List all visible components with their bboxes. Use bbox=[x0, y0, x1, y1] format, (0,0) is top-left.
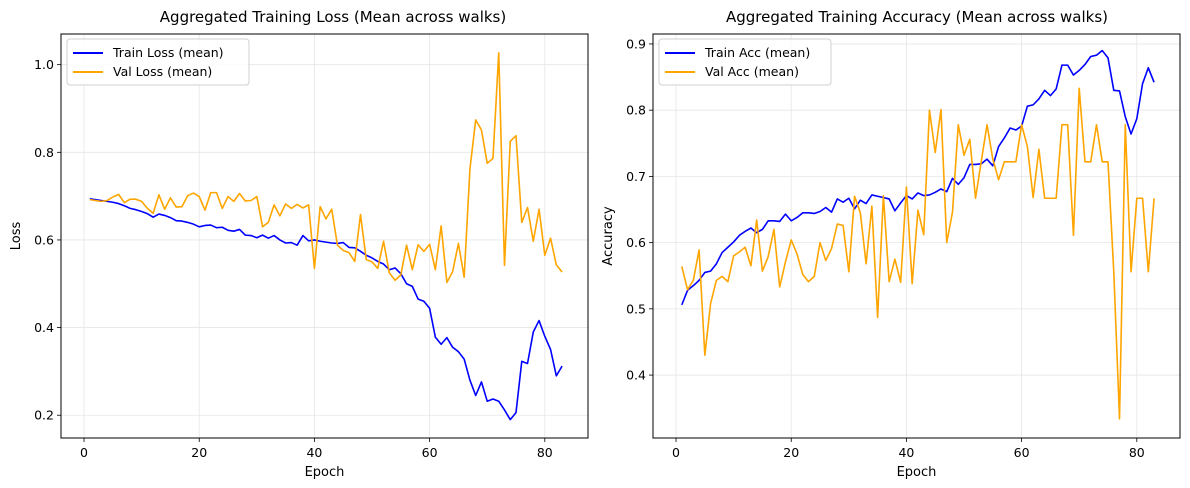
accuracy-ytick-label: 0.9 bbox=[626, 36, 646, 51]
loss-chart-title: Aggregated Training Loss (Mean across wa… bbox=[160, 8, 506, 26]
loss-ytick-label: 0.2 bbox=[34, 408, 54, 423]
accuracy-xtick-label: 40 bbox=[898, 445, 914, 460]
loss-xtick-label: 0 bbox=[80, 445, 88, 460]
accuracy-xtick-label: 60 bbox=[1014, 445, 1030, 460]
accuracy-ytick-label: 0.7 bbox=[626, 169, 646, 184]
accuracy-legend-label-val: Val Acc (mean) bbox=[705, 64, 799, 79]
accuracy-ytick-label: 0.8 bbox=[626, 103, 646, 118]
loss-xtick-label: 80 bbox=[537, 445, 553, 460]
loss-legend-box bbox=[66, 38, 250, 86]
loss-ytick-label: 1.0 bbox=[34, 57, 54, 72]
accuracy-chart-ticks: 0 20 40 60 80 0.4 0.5 0.6 0.7 0.8 0.9 bbox=[626, 36, 1145, 460]
accuracy-legend-box bbox=[658, 38, 832, 86]
loss-ytick-label: 0.4 bbox=[34, 320, 54, 335]
loss-chart-axes-frame bbox=[60, 33, 589, 439]
accuracy-ytick-label: 0.5 bbox=[626, 301, 646, 316]
loss-chart-ticks: 0 20 40 60 80 0.2 0.4 0.6 0.8 1.0 bbox=[34, 57, 553, 460]
loss-legend-label-train: Train Loss (mean) bbox=[112, 45, 224, 60]
accuracy-chart-legend: Train Acc (mean) Val Acc (mean) bbox=[658, 38, 832, 86]
accuracy-chart-lines bbox=[681, 49, 1155, 420]
accuracy-series-line-train bbox=[681, 49, 1155, 306]
accuracy-chart-grid bbox=[653, 34, 1180, 438]
accuracy-xtick-label: 0 bbox=[672, 445, 680, 460]
accuracy-chart-title: Aggregated Training Accuracy (Mean acros… bbox=[726, 8, 1108, 26]
loss-ytick-label: 0.8 bbox=[34, 145, 54, 160]
accuracy-legend-label-train: Train Acc (mean) bbox=[704, 45, 810, 60]
loss-chart-ylabel: Loss bbox=[9, 222, 24, 251]
loss-series-line-val bbox=[89, 52, 563, 284]
loss-xtick-label: 20 bbox=[191, 445, 207, 460]
loss-chart-panel: Aggregated Training Loss (Mean across wa… bbox=[9, 8, 589, 480]
loss-xtick-label: 60 bbox=[422, 445, 438, 460]
loss-chart-xlabel: Epoch bbox=[305, 465, 345, 480]
loss-series-line-train bbox=[89, 197, 563, 421]
loss-xtick-label: 40 bbox=[306, 445, 322, 460]
accuracy-ytick-label: 0.4 bbox=[626, 368, 646, 383]
loss-legend-label-val: Val Loss (mean) bbox=[113, 64, 212, 79]
accuracy-chart-ylabel: Accuracy bbox=[601, 206, 616, 266]
accuracy-chart-axes-frame bbox=[652, 33, 1181, 439]
accuracy-xtick-label: 20 bbox=[783, 445, 799, 460]
accuracy-series-line-val bbox=[681, 87, 1155, 420]
loss-chart-lines bbox=[89, 52, 563, 421]
accuracy-chart-xlabel: Epoch bbox=[897, 465, 937, 480]
accuracy-xtick-label: 80 bbox=[1129, 445, 1145, 460]
accuracy-chart-panel: Aggregated Training Accuracy (Mean acros… bbox=[601, 8, 1181, 480]
loss-chart-legend: Train Loss (mean) Val Loss (mean) bbox=[66, 38, 250, 86]
accuracy-ytick-label: 0.6 bbox=[626, 235, 646, 250]
loss-ytick-label: 0.6 bbox=[34, 232, 54, 247]
